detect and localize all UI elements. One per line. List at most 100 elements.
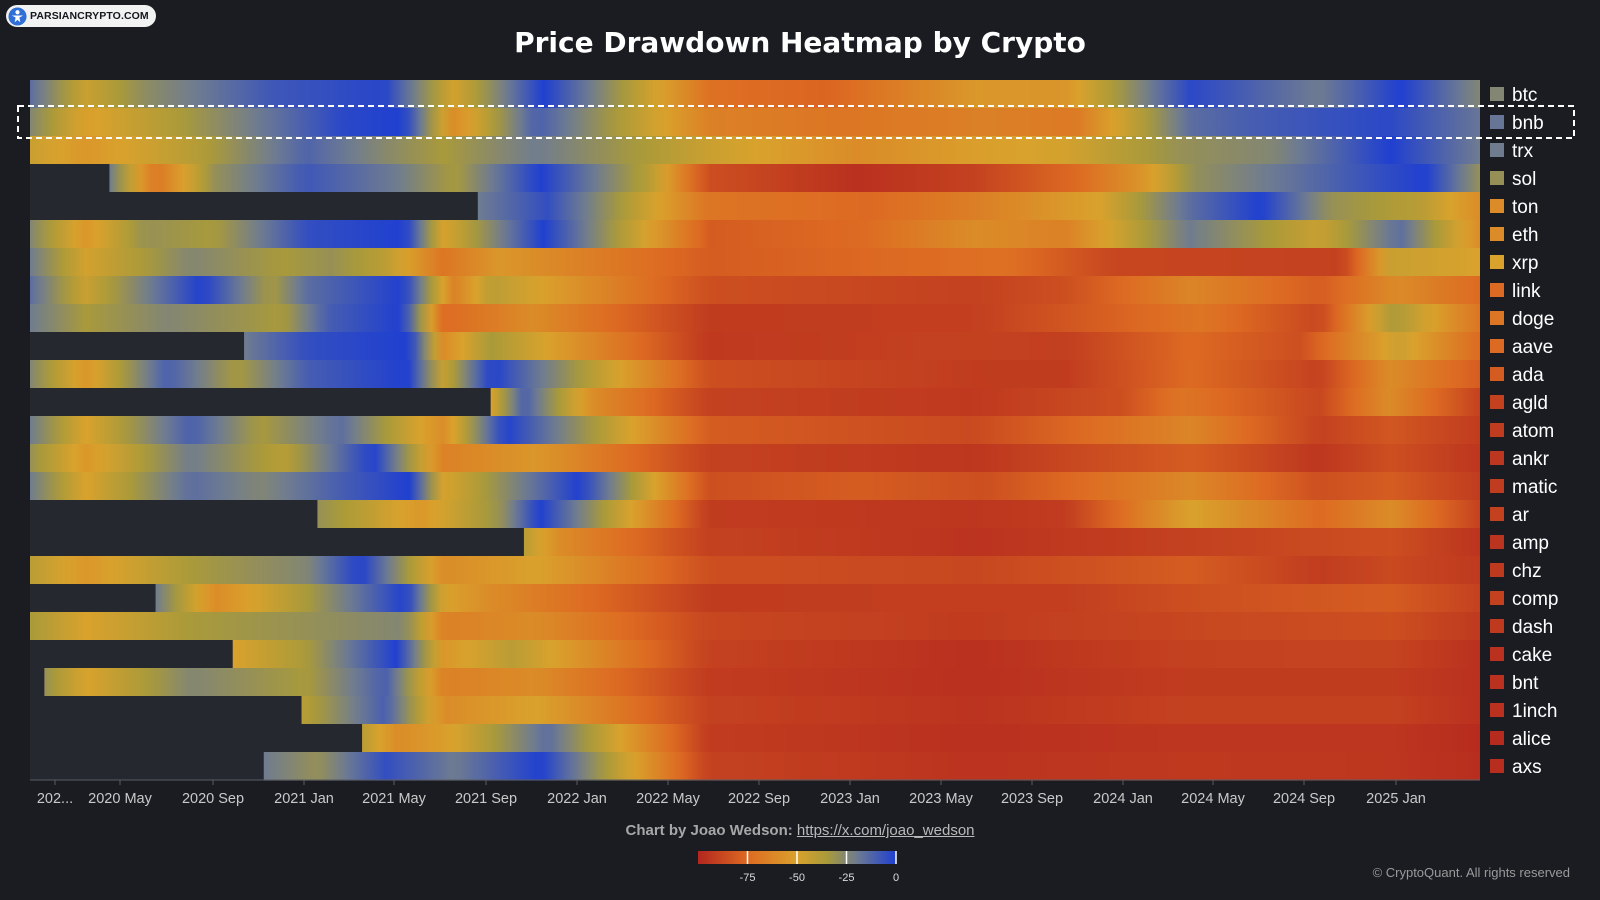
- heat-row-aave: [244, 332, 1480, 361]
- legend-item-sol[interactable]: sol: [1490, 169, 1536, 190]
- series-legend: btc bnb trx sol ton eth xrp link doge aave ada agld…: [1490, 85, 1558, 778]
- heat-row-link: [30, 276, 1480, 305]
- legend-label: ada: [1512, 365, 1544, 386]
- legend-label: eth: [1512, 225, 1538, 246]
- legend-swatch: [1490, 171, 1504, 185]
- legend-item-doge[interactable]: doge: [1490, 309, 1554, 330]
- legend-swatch: [1490, 283, 1504, 297]
- legend-label: atom: [1512, 421, 1554, 442]
- x-axis: 202... 2020 May 2020 Sep 2021 Jan 2021 May 20…: [30, 779, 1480, 807]
- x-tick-label: 2021 Jan: [274, 791, 334, 807]
- legend-label: 1inch: [1512, 701, 1557, 722]
- legend-item-1inch[interactable]: 1inch: [1490, 701, 1557, 722]
- heat-row-ada: [30, 360, 1480, 389]
- x-tick-label: 202...: [37, 791, 73, 807]
- legend-label: trx: [1512, 141, 1534, 162]
- legend-swatch: [1490, 367, 1504, 381]
- legend-label: xrp: [1512, 253, 1538, 274]
- highlight-box: [17, 105, 1575, 139]
- legend-label: bnb: [1512, 113, 1544, 134]
- legend-label: sol: [1512, 169, 1536, 190]
- legend-item-matic[interactable]: matic: [1490, 477, 1557, 498]
- heat-row-1inch: [301, 696, 1480, 725]
- legend-item-ada[interactable]: ada: [1490, 365, 1544, 386]
- legend-label: ankr: [1512, 449, 1550, 470]
- x-tick-label: 2020 May: [88, 791, 152, 807]
- legend-swatch: [1490, 227, 1504, 241]
- legend-swatch: [1490, 731, 1504, 745]
- chart-title: Price Drawdown Heatmap by Crypto: [514, 26, 1086, 59]
- heat-row-matic: [30, 472, 1480, 501]
- legend-swatch: [1490, 395, 1504, 409]
- colorbar-tick-label: -50: [789, 872, 805, 884]
- legend-item-ton[interactable]: ton: [1490, 197, 1538, 218]
- legend-item-xrp[interactable]: xrp: [1490, 253, 1538, 274]
- legend-label: matic: [1512, 477, 1557, 498]
- heat-row-bnb: [30, 108, 1480, 137]
- legend-label: aave: [1512, 337, 1553, 358]
- heat-row-btc: [30, 80, 1480, 109]
- legend-item-atom[interactable]: atom: [1490, 421, 1554, 442]
- legend-item-ar[interactable]: ar: [1490, 505, 1530, 526]
- logo-text: PARSIANCRYPTO.COM: [30, 10, 149, 22]
- legend-item-comp[interactable]: comp: [1490, 589, 1558, 610]
- legend-label: ton: [1512, 197, 1538, 218]
- legend-label: chz: [1512, 561, 1542, 582]
- no-data-bar-bnt: [30, 668, 45, 697]
- legend-item-bnb[interactable]: bnb: [1490, 113, 1544, 134]
- legend-swatch: [1490, 759, 1504, 773]
- legend-swatch: [1490, 451, 1504, 465]
- legend-swatch: [1490, 479, 1504, 493]
- legend-swatch: [1490, 535, 1504, 549]
- heat-row-cake: [232, 640, 1481, 669]
- legend-item-eth[interactable]: eth: [1490, 225, 1538, 246]
- x-tick-label: 2023 May: [909, 791, 973, 807]
- x-tick-label: 2024 Jan: [1093, 791, 1153, 807]
- credit-author: Chart by Joao Wedson:: [625, 822, 793, 839]
- legend-item-axs[interactable]: axs: [1490, 757, 1542, 778]
- parsiancrypto-logo: PARSIANCRYPTO.COM: [6, 5, 156, 27]
- legend-item-bnt[interactable]: bnt: [1490, 673, 1539, 694]
- x-tick-label: 2022 May: [636, 791, 700, 807]
- legend-swatch: [1490, 423, 1504, 437]
- legend-label: link: [1512, 281, 1541, 302]
- x-tick-label: 2022 Jan: [547, 791, 607, 807]
- legend-item-dash[interactable]: dash: [1490, 617, 1553, 638]
- legend-swatch: [1490, 143, 1504, 157]
- heat-row-comp: [155, 584, 1480, 613]
- legend-swatch: [1490, 115, 1504, 129]
- legend-label: comp: [1512, 589, 1558, 610]
- legend-swatch: [1490, 591, 1504, 605]
- heat-row-agld: [490, 388, 1481, 417]
- legend-item-ankr[interactable]: ankr: [1490, 449, 1550, 470]
- legend-item-chz[interactable]: chz: [1490, 561, 1542, 582]
- heat-row-xrp: [30, 248, 1480, 277]
- heat-row-trx: [30, 136, 1480, 165]
- copyright-notice: © CryptoQuant. All rights reserved: [1372, 865, 1570, 880]
- heatmap-cells: [30, 80, 1481, 781]
- legend-swatch: [1490, 87, 1504, 101]
- legend-item-btc[interactable]: btc: [1490, 85, 1537, 106]
- legend-item-amp[interactable]: amp: [1490, 533, 1549, 554]
- legend-swatch: [1490, 255, 1504, 269]
- no-data-bar-axs: [30, 752, 264, 781]
- heat-row-alice: [362, 724, 1480, 753]
- x-tick-label: 2025 Jan: [1366, 791, 1426, 807]
- no-data-bar-cake: [30, 640, 233, 669]
- legend-item-trx[interactable]: trx: [1490, 141, 1534, 162]
- credit-link[interactable]: https://x.com/joao_wedson: [796, 822, 975, 839]
- no-data-bar-ar: [30, 500, 318, 529]
- heat-row-atom: [30, 416, 1480, 445]
- no-data-bar-aave: [30, 332, 245, 361]
- legend-item-alice[interactable]: alice: [1490, 729, 1551, 750]
- legend-item-aave[interactable]: aave: [1490, 337, 1553, 358]
- legend-item-link[interactable]: link: [1490, 281, 1541, 302]
- legend-item-cake[interactable]: cake: [1490, 645, 1552, 666]
- legend-item-agld[interactable]: agld: [1490, 393, 1548, 414]
- legend-swatch: [1490, 311, 1504, 325]
- legend-swatch: [1490, 703, 1504, 717]
- heat-row-doge: [30, 304, 1480, 333]
- legend-swatch: [1490, 199, 1504, 213]
- x-tick-label: 2022 Sep: [728, 791, 790, 807]
